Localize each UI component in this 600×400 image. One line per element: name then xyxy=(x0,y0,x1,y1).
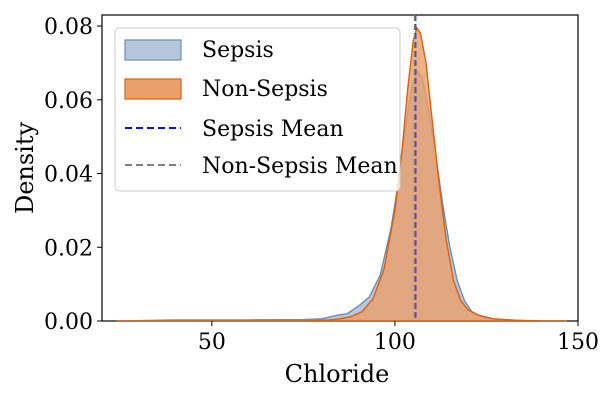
legend-box xyxy=(114,27,401,192)
y-axis-ticks: 0.00 0.02 0.04 0.06 0.08 xyxy=(44,15,102,335)
legend-label-sepsis-mean: Sepsis Mean xyxy=(202,117,344,142)
legend-label-non-sepsis-mean: Non-Sepsis Mean xyxy=(202,154,398,179)
legend-label-non-sepsis: Non-Sepsis xyxy=(202,77,328,102)
x-tick-label: 100 xyxy=(374,330,416,355)
y-tick-label: 0.02 xyxy=(44,236,93,261)
y-tick-label: 0.04 xyxy=(44,163,93,188)
x-tick-label: 50 xyxy=(198,330,226,355)
legend-swatch-sepsis xyxy=(124,39,182,61)
series-layer xyxy=(116,26,568,322)
y-tick-label: 0.00 xyxy=(44,310,93,335)
y-axis-title: Density xyxy=(11,122,39,215)
density-area-non-sepsis xyxy=(116,26,568,322)
y-tick-label: 0.06 xyxy=(44,89,93,114)
legend-label-sepsis: Sepsis xyxy=(202,38,274,63)
x-axis-title: Chloride xyxy=(285,360,390,388)
mean-lines-layer xyxy=(413,15,417,321)
y-tick-label: 0.08 xyxy=(44,15,93,40)
x-axis-ticks: 50 100 150 xyxy=(198,321,599,355)
x-tick-label: 150 xyxy=(557,330,599,355)
legend: Sepsis Non-Sepsis Sepsis Mean Non-Sepsis… xyxy=(114,27,401,192)
legend-swatch-non-sepsis xyxy=(124,78,182,100)
